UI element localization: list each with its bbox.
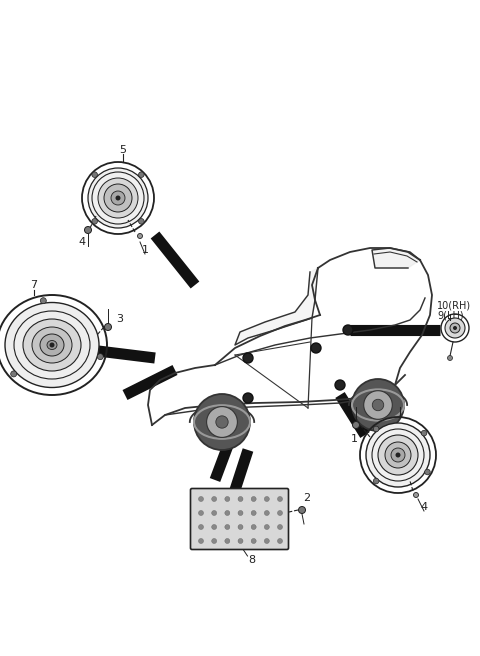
Circle shape bbox=[194, 394, 250, 450]
Circle shape bbox=[97, 354, 103, 359]
Circle shape bbox=[277, 525, 283, 529]
Circle shape bbox=[391, 448, 405, 462]
Circle shape bbox=[49, 342, 55, 348]
Circle shape bbox=[421, 430, 427, 436]
Circle shape bbox=[453, 326, 457, 330]
Circle shape bbox=[378, 435, 418, 475]
Circle shape bbox=[199, 525, 204, 529]
Text: 6: 6 bbox=[396, 398, 404, 408]
Ellipse shape bbox=[23, 319, 81, 371]
Circle shape bbox=[40, 298, 46, 304]
Circle shape bbox=[243, 393, 253, 403]
Circle shape bbox=[447, 356, 453, 361]
Text: 10(RH): 10(RH) bbox=[437, 301, 471, 311]
Text: 1: 1 bbox=[142, 245, 148, 255]
Circle shape bbox=[225, 510, 230, 516]
Circle shape bbox=[243, 353, 253, 363]
Circle shape bbox=[84, 226, 92, 234]
Circle shape bbox=[116, 195, 120, 201]
Circle shape bbox=[372, 400, 384, 411]
Circle shape bbox=[104, 184, 132, 212]
Circle shape bbox=[111, 191, 125, 205]
Circle shape bbox=[343, 325, 353, 335]
Circle shape bbox=[413, 493, 419, 497]
Circle shape bbox=[212, 525, 216, 529]
Circle shape bbox=[264, 497, 269, 501]
Text: 2: 2 bbox=[303, 493, 311, 503]
Text: 5: 5 bbox=[120, 145, 127, 155]
Circle shape bbox=[88, 168, 148, 228]
Circle shape bbox=[212, 497, 216, 501]
Circle shape bbox=[264, 525, 269, 529]
Circle shape bbox=[92, 218, 97, 224]
Circle shape bbox=[212, 539, 216, 544]
Circle shape bbox=[238, 539, 243, 544]
Circle shape bbox=[445, 318, 465, 338]
Circle shape bbox=[92, 172, 97, 178]
Ellipse shape bbox=[40, 334, 64, 356]
Circle shape bbox=[238, 510, 243, 516]
Text: 4: 4 bbox=[420, 502, 428, 512]
Circle shape bbox=[238, 525, 243, 529]
Circle shape bbox=[251, 497, 256, 501]
Circle shape bbox=[225, 497, 230, 501]
Circle shape bbox=[225, 539, 230, 544]
Circle shape bbox=[199, 510, 204, 516]
FancyBboxPatch shape bbox=[191, 489, 288, 550]
Circle shape bbox=[352, 422, 360, 428]
Text: 4: 4 bbox=[78, 237, 85, 247]
Polygon shape bbox=[372, 248, 420, 268]
Circle shape bbox=[98, 178, 138, 218]
Circle shape bbox=[335, 380, 345, 390]
Circle shape bbox=[311, 343, 321, 353]
Circle shape bbox=[199, 539, 204, 544]
Circle shape bbox=[139, 172, 144, 178]
Circle shape bbox=[277, 510, 283, 516]
Circle shape bbox=[364, 391, 392, 419]
Circle shape bbox=[277, 497, 283, 501]
Circle shape bbox=[251, 525, 256, 529]
Text: 1: 1 bbox=[350, 434, 358, 444]
Circle shape bbox=[264, 510, 269, 516]
Ellipse shape bbox=[5, 302, 99, 388]
Circle shape bbox=[450, 323, 460, 333]
Circle shape bbox=[139, 218, 144, 224]
Circle shape bbox=[373, 478, 379, 484]
Circle shape bbox=[385, 442, 411, 468]
Circle shape bbox=[238, 497, 243, 501]
Circle shape bbox=[425, 469, 430, 475]
Polygon shape bbox=[235, 268, 318, 345]
Circle shape bbox=[225, 525, 230, 529]
Circle shape bbox=[251, 510, 256, 516]
Circle shape bbox=[137, 234, 143, 239]
Circle shape bbox=[212, 510, 216, 516]
Circle shape bbox=[396, 453, 400, 457]
Text: 7: 7 bbox=[30, 280, 37, 290]
Circle shape bbox=[105, 323, 111, 331]
Circle shape bbox=[206, 407, 238, 438]
Text: 9(LH): 9(LH) bbox=[437, 311, 464, 321]
Ellipse shape bbox=[32, 327, 72, 363]
Circle shape bbox=[199, 497, 204, 501]
Circle shape bbox=[251, 539, 256, 544]
Circle shape bbox=[352, 379, 404, 431]
Circle shape bbox=[264, 539, 269, 544]
Circle shape bbox=[216, 416, 228, 428]
Text: 3: 3 bbox=[117, 314, 123, 324]
Circle shape bbox=[11, 371, 17, 377]
Circle shape bbox=[366, 423, 430, 487]
Circle shape bbox=[299, 506, 305, 514]
Text: 8: 8 bbox=[248, 555, 255, 565]
Ellipse shape bbox=[47, 340, 57, 350]
Circle shape bbox=[373, 426, 379, 432]
Circle shape bbox=[277, 539, 283, 544]
